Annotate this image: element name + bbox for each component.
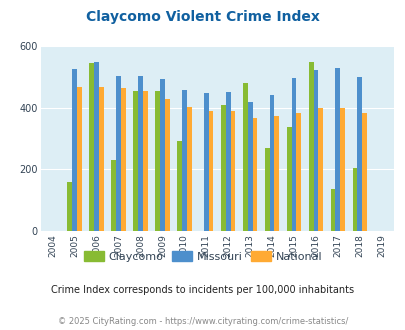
Bar	[177, 141, 181, 231]
Bar	[356, 77, 361, 231]
Bar	[242, 83, 247, 231]
Bar	[121, 88, 126, 231]
Bar	[138, 76, 143, 231]
Text: © 2025 CityRating.com - https://www.cityrating.com/crime-statistics/: © 2025 CityRating.com - https://www.city…	[58, 317, 347, 326]
Bar	[164, 99, 169, 231]
Bar	[220, 105, 225, 231]
Bar	[133, 91, 138, 231]
Bar	[230, 111, 235, 231]
Bar	[143, 91, 147, 231]
Bar	[352, 169, 356, 231]
Bar	[186, 107, 191, 231]
Bar	[361, 113, 366, 231]
Bar	[296, 113, 301, 231]
Text: Crime Index corresponds to incidents per 100,000 inhabitants: Crime Index corresponds to incidents per…	[51, 285, 354, 295]
Bar	[89, 63, 94, 231]
Bar	[67, 182, 72, 231]
Bar	[160, 80, 164, 231]
Bar	[286, 127, 291, 231]
Bar	[155, 91, 160, 231]
Bar	[203, 93, 208, 231]
Bar	[72, 69, 77, 231]
Bar	[264, 148, 269, 231]
Bar	[225, 92, 230, 231]
Bar	[274, 116, 279, 231]
Bar	[339, 109, 344, 231]
Bar	[252, 118, 257, 231]
Bar	[94, 62, 99, 231]
Text: Claycomo Violent Crime Index: Claycomo Violent Crime Index	[86, 10, 319, 24]
Bar	[181, 90, 186, 231]
Bar	[318, 109, 322, 231]
Bar	[247, 102, 252, 231]
Bar	[313, 70, 318, 231]
Bar	[335, 68, 339, 231]
Bar	[208, 112, 213, 231]
Bar	[330, 189, 335, 231]
Bar	[269, 95, 274, 231]
Bar	[77, 86, 82, 231]
Legend: Claycomo, Missouri, National: Claycomo, Missouri, National	[79, 247, 326, 266]
Bar	[111, 160, 116, 231]
Bar	[291, 78, 296, 231]
Bar	[308, 62, 313, 231]
Bar	[99, 86, 104, 231]
Bar	[116, 76, 121, 231]
